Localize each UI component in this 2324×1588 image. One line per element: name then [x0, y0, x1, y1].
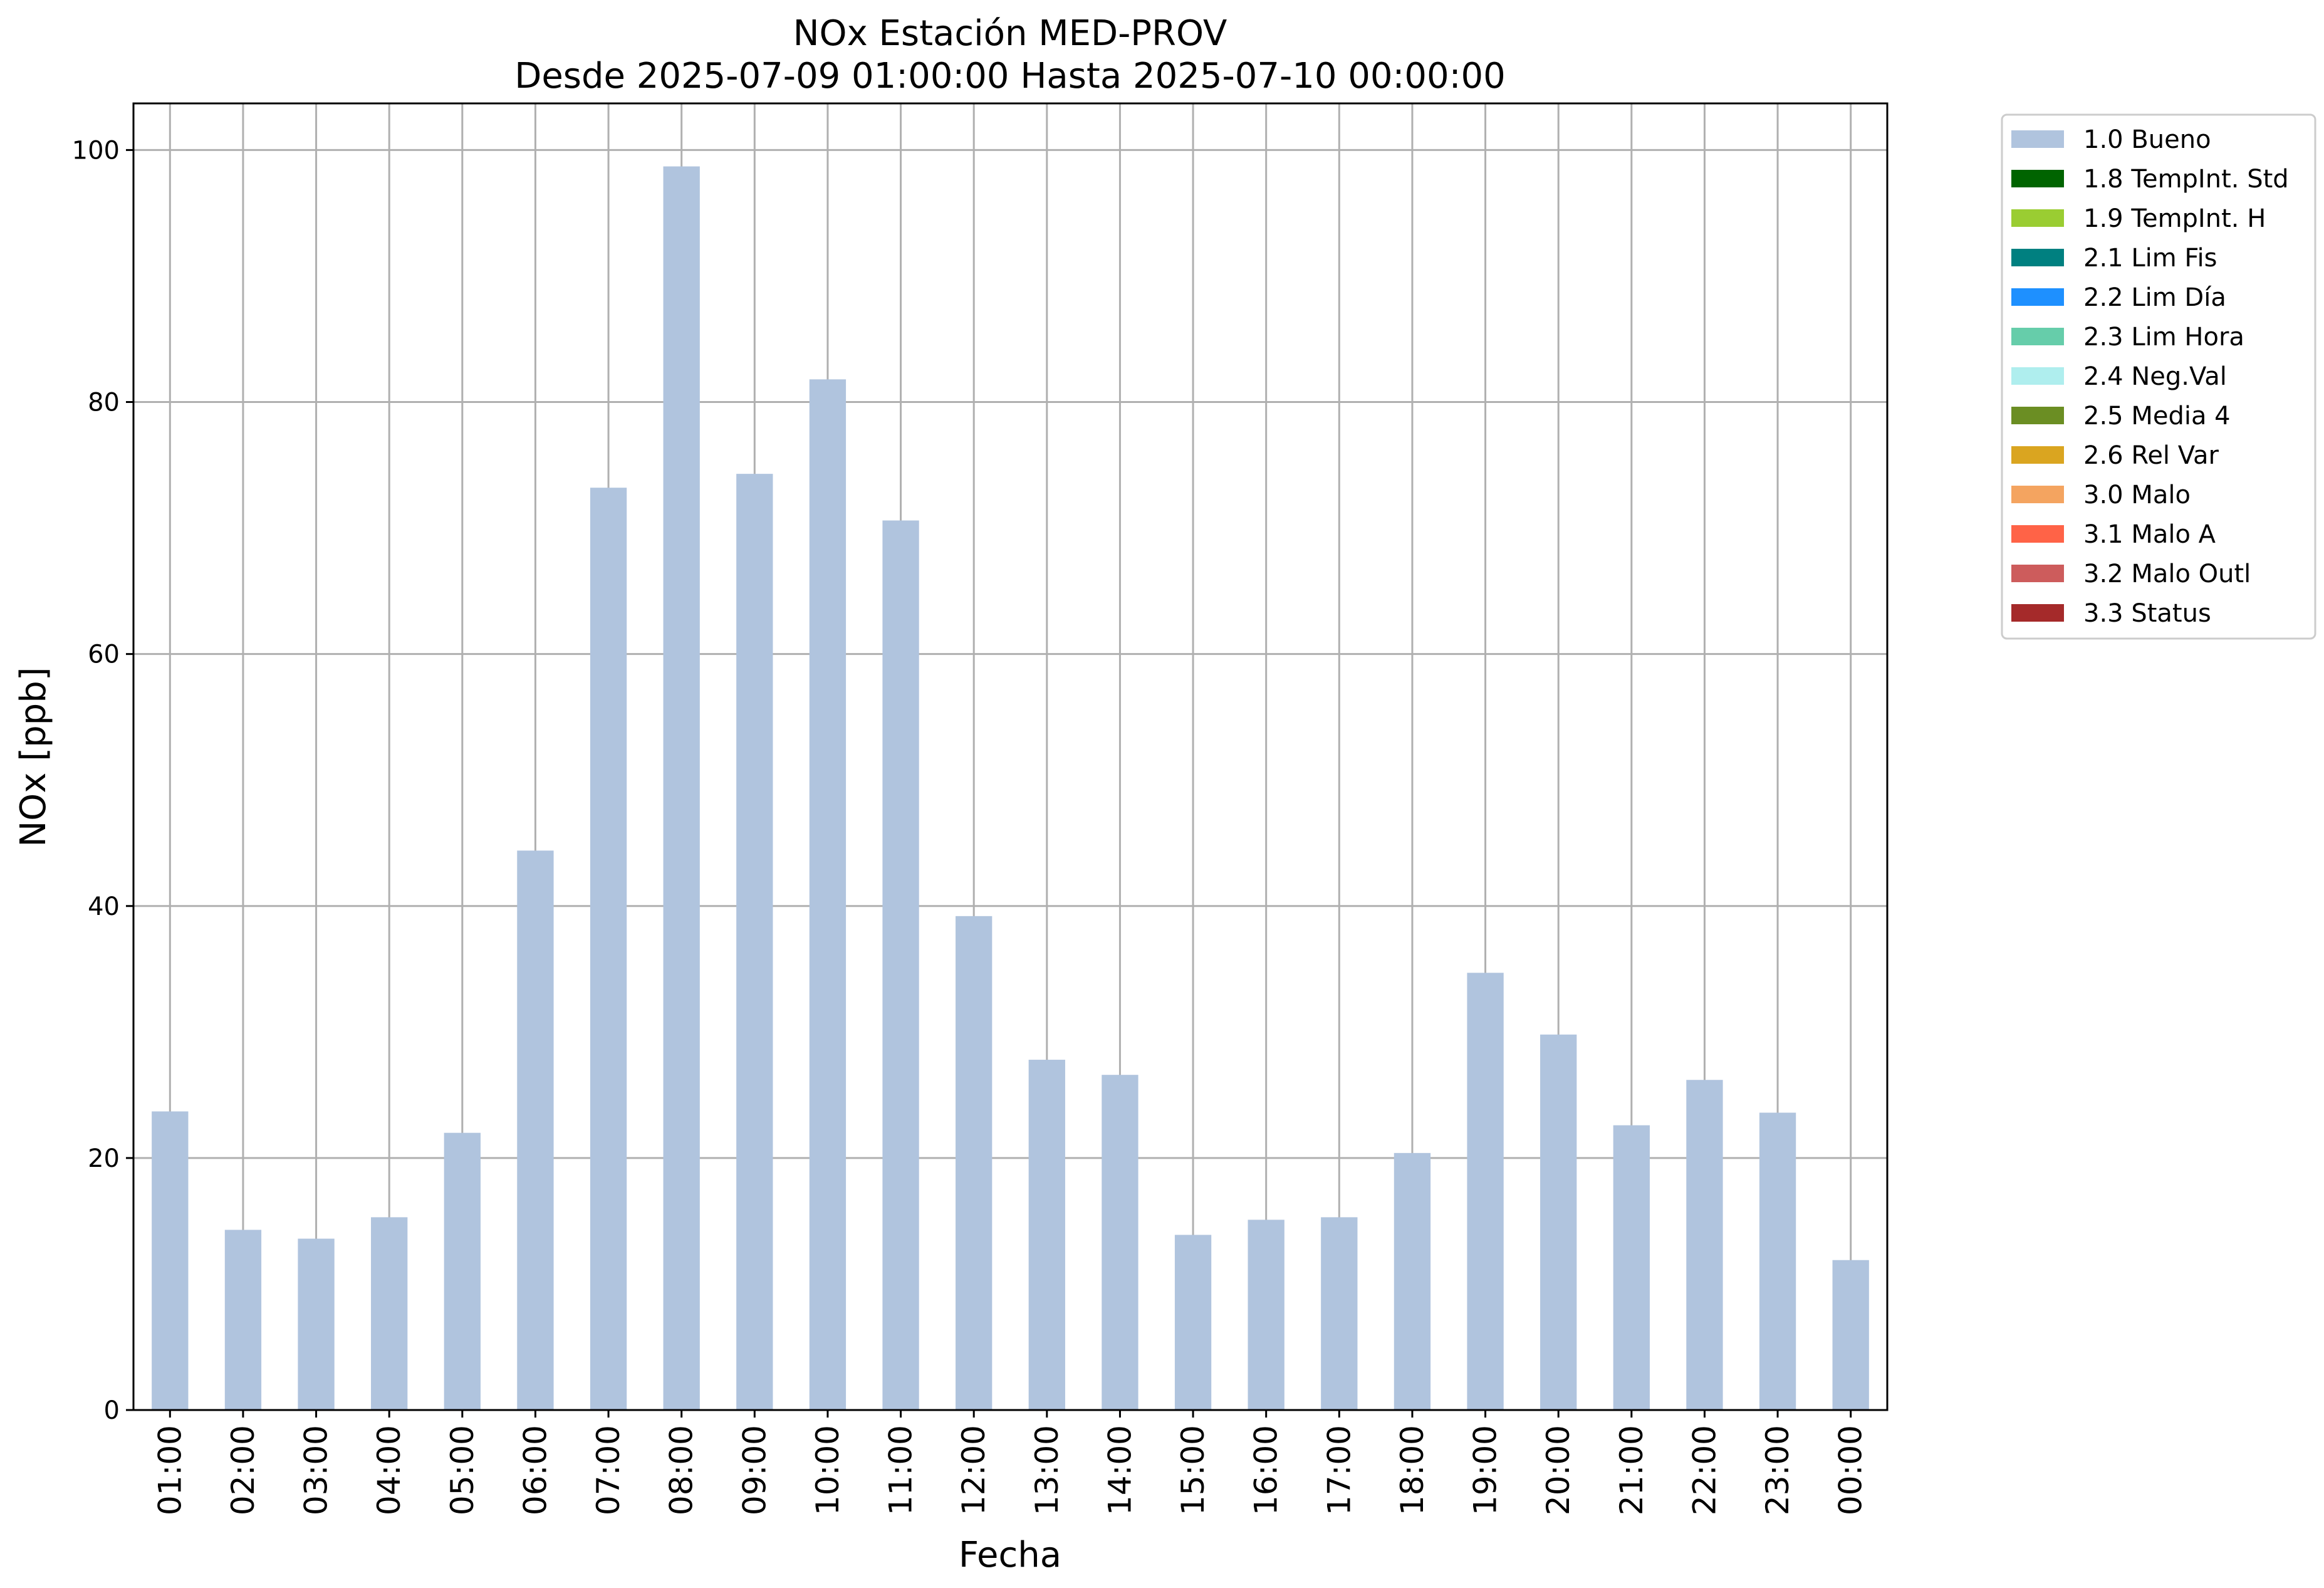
y-tick-label: 20	[88, 1144, 120, 1173]
bar-2200	[1686, 1080, 1723, 1410]
chart-title-line-1: NOx Estación MED-PROV	[793, 13, 1227, 54]
bar-1000	[809, 379, 847, 1411]
bars	[152, 166, 1869, 1411]
bar-0600	[517, 850, 554, 1410]
legend-label: 3.2 Malo Outl	[2083, 560, 2251, 588]
bar-0800	[663, 166, 700, 1410]
legend-label: 1.0 Bueno	[2083, 125, 2211, 154]
y-tick-label: 100	[72, 136, 120, 165]
legend: 1.0 Bueno 1.8 TempInt. Std 1.9 TempInt. H 2…	[2001, 113, 2316, 640]
x-tick-label: 10:00	[810, 1425, 846, 1515]
bar-1300	[1028, 1060, 1065, 1410]
x-axis-ticks: 01:00 02:00 03:00 04:00 05:00 06:00 07:00 08:00…	[152, 1410, 1869, 1515]
bar-1400	[1102, 1075, 1139, 1410]
x-tick-label: 13:00	[1029, 1425, 1065, 1515]
x-tick-label: 11:00	[883, 1425, 919, 1515]
bar-2000	[1540, 1034, 1577, 1410]
y-tick-label: 40	[88, 892, 120, 921]
legend-swatch	[2011, 486, 2064, 503]
x-tick-label: 22:00	[1686, 1425, 1722, 1515]
bar-0400	[371, 1217, 408, 1410]
x-axis-label: Fecha	[959, 1535, 1061, 1575]
legend-label: 3.1 Malo A	[2083, 520, 2216, 549]
x-tick-label: 23:00	[1759, 1425, 1796, 1515]
x-tick-label: 02:00	[225, 1425, 261, 1515]
legend-label: 3.3 Status	[2083, 599, 2211, 628]
x-tick-label: 16:00	[1248, 1425, 1284, 1515]
y-axis-ticks: 0 20 40 60 80 100	[72, 136, 133, 1425]
x-tick-label: 04:00	[371, 1425, 407, 1515]
legend-label: 2.6 Rel Var	[2083, 441, 2219, 470]
legend-label: 2.1 Lim Fis	[2083, 244, 2217, 273]
legend-swatch	[2011, 328, 2064, 345]
legend-swatch	[2011, 288, 2064, 306]
bar-0200	[224, 1230, 262, 1410]
legend-swatch	[2011, 525, 2064, 543]
legend-frame	[2001, 113, 2316, 640]
bar-2300	[1759, 1112, 1796, 1410]
legend-swatch	[2011, 249, 2064, 266]
legend-label: 3.0 Malo	[2083, 481, 2191, 509]
chart-title-line-2: Desde 2025-07-09 01:00:00 Hasta 2025-07-…	[514, 56, 1506, 97]
x-tick-label: 21:00	[1613, 1425, 1650, 1515]
x-tick-label: 05:00	[444, 1425, 481, 1515]
legend-label: 2.3 Lim Hora	[2083, 323, 2244, 352]
bar-1800	[1394, 1152, 1431, 1410]
x-tick-label: 00:00	[1833, 1425, 1869, 1515]
legend-swatch	[2011, 209, 2064, 227]
legend-label: 1.9 TempInt. H	[2083, 204, 2266, 233]
x-tick-label: 06:00	[517, 1425, 553, 1515]
y-axis-label: NOx [ppb]	[13, 667, 54, 847]
x-tick-label: 14:00	[1102, 1425, 1138, 1515]
legend-swatch	[2011, 367, 2064, 385]
bar-1100	[882, 520, 919, 1410]
legend-swatch	[2011, 407, 2064, 424]
bar-1600	[1248, 1220, 1284, 1410]
legend-swatch	[2011, 446, 2064, 464]
bar-2100	[1613, 1125, 1650, 1410]
y-tick-label: 60	[88, 640, 120, 669]
x-tick-label: 07:00	[590, 1425, 627, 1515]
bar-0300	[298, 1238, 335, 1410]
bar-0500	[444, 1132, 481, 1410]
legend-swatch	[2011, 604, 2064, 622]
x-tick-label: 19:00	[1467, 1425, 1504, 1515]
x-tick-label: 03:00	[298, 1425, 335, 1515]
bar-0000	[1832, 1260, 1869, 1410]
legend-swatch	[2011, 170, 2064, 187]
bar-0700	[590, 488, 627, 1410]
x-tick-label: 15:00	[1175, 1425, 1211, 1515]
bar-1700	[1321, 1217, 1358, 1410]
bar-1900	[1467, 973, 1504, 1410]
legend-label: 2.2 Lim Día	[2083, 283, 2226, 312]
bar-1200	[956, 916, 993, 1410]
x-tick-label: 17:00	[1321, 1425, 1357, 1515]
legend-label: 2.5 Media 4	[2083, 402, 2231, 431]
bar-0900	[736, 474, 773, 1410]
x-tick-label: 20:00	[1540, 1425, 1576, 1515]
y-tick-label: 0	[104, 1396, 120, 1425]
plot-frame	[132, 102, 1889, 1411]
legend-swatch	[2011, 565, 2064, 582]
legend-swatch	[2011, 130, 2064, 148]
x-tick-label: 01:00	[152, 1425, 188, 1515]
x-tick-label: 08:00	[664, 1425, 700, 1515]
legend-label: 1.8 TempInt. Std	[2083, 165, 2289, 194]
x-tick-label: 09:00	[736, 1425, 773, 1515]
legend-label: 2.4 Neg.Val	[2083, 362, 2227, 391]
x-tick-label: 12:00	[956, 1425, 992, 1515]
x-tick-label: 18:00	[1394, 1425, 1430, 1515]
bar-0100	[152, 1111, 189, 1410]
bar-1500	[1174, 1235, 1212, 1410]
y-tick-label: 80	[88, 389, 120, 417]
